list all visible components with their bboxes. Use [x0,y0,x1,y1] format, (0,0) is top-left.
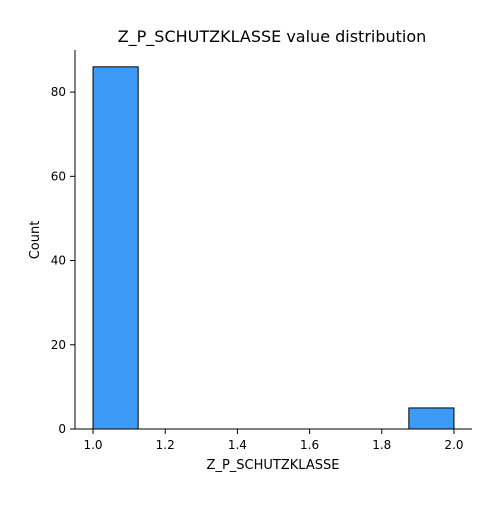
y-tick-label: 20 [51,338,66,352]
x-tick-label: 1.2 [156,438,175,452]
chart-title: Z_P_SCHUTZKLASSE value distribution [118,27,427,47]
y-tick-label: 0 [58,422,66,436]
bars-layer [92,66,455,430]
y-tick-label: 60 [51,169,66,183]
x-tick-label: 1.4 [228,438,247,452]
histogram-bar-0 [92,66,139,430]
x-axis-ticks: 1.0 1.2 1.4 1.6 1.8 2.0 [83,429,464,452]
histogram-bar-1 [408,407,455,430]
y-tick-label: 40 [51,254,66,268]
x-tick-label: 1.0 [83,438,102,452]
x-axis-label: Z_P_SCHUTZKLASSE [207,458,340,473]
x-tick-label: 2.0 [444,438,463,452]
y-axis-ticks: 0 20 40 60 80 [51,85,75,436]
x-tick-label: 1.8 [372,438,391,452]
x-tick-label: 1.6 [300,438,319,452]
y-axis-label: Count [28,221,43,260]
y-tick-label: 80 [51,85,66,99]
